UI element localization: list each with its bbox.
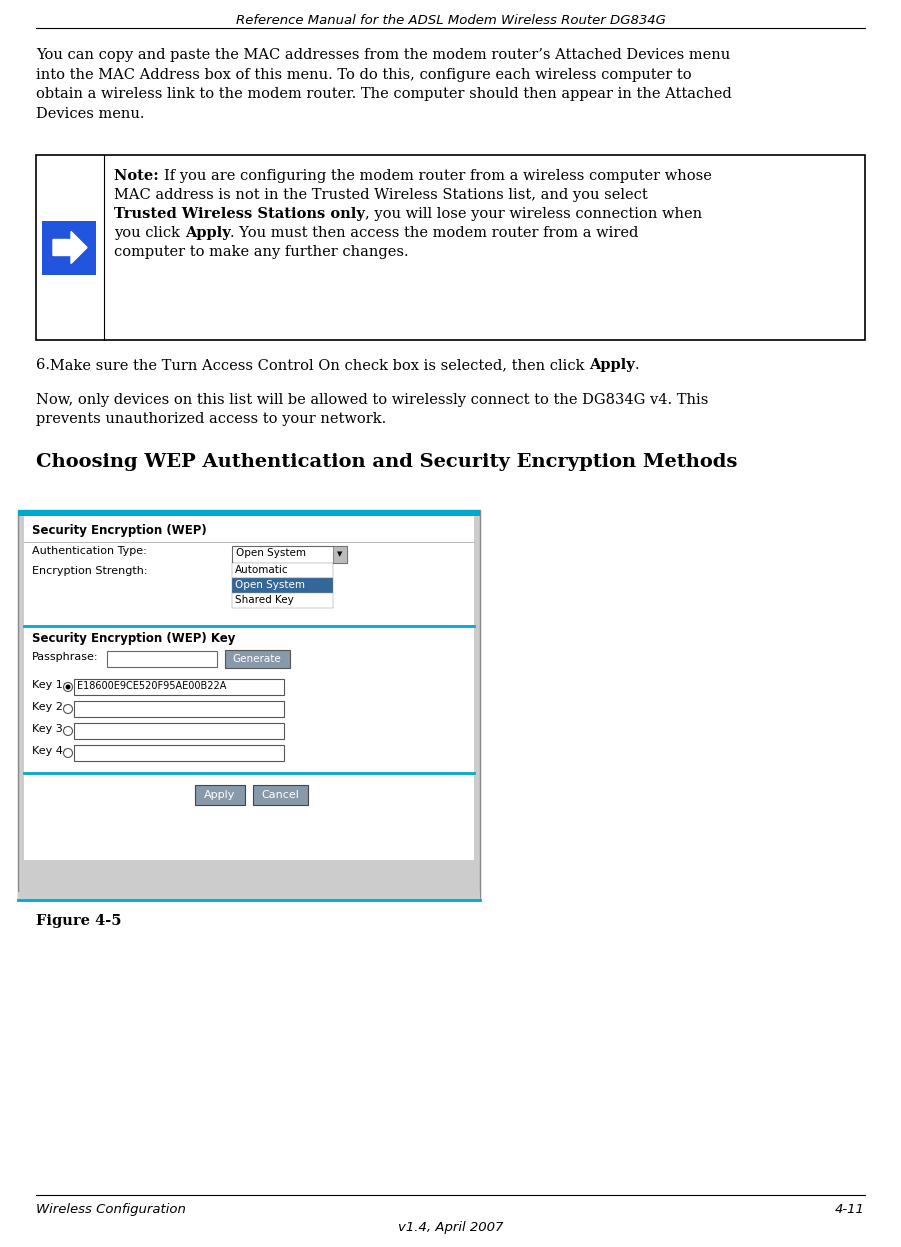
Bar	[195, 786, 245, 806]
Text: Authentication Type:: Authentication Type:	[32, 546, 147, 556]
Circle shape	[63, 727, 72, 736]
Text: Automatic: Automatic	[235, 565, 288, 575]
Text: Shared Key: Shared Key	[235, 595, 294, 605]
Text: If you are configuring the modem router from a wireless computer whose: If you are configuring the modem router …	[164, 170, 712, 183]
Circle shape	[66, 685, 70, 690]
Text: , you will lose your wireless connection when: , you will lose your wireless connection…	[365, 207, 702, 221]
Text: Apply: Apply	[205, 791, 236, 801]
Text: Passphrase:: Passphrase:	[32, 652, 98, 662]
Bar	[253, 786, 308, 806]
Text: Reference Manual for the ADSL Modem Wireless Router DG834G: Reference Manual for the ADSL Modem Wire…	[235, 14, 666, 27]
Text: Open System: Open System	[236, 547, 306, 557]
Text: You can copy and paste the MAC addresses from the modem router’s Attached Device: You can copy and paste the MAC addresses…	[36, 47, 730, 62]
Text: Note:: Note:	[114, 170, 164, 183]
Text: Figure 4-5: Figure 4-5	[36, 914, 122, 928]
Circle shape	[63, 705, 72, 713]
Bar	[232, 562, 333, 579]
Bar	[74, 723, 284, 739]
Text: Security Encryption (WEP) Key: Security Encryption (WEP) Key	[32, 632, 235, 645]
Text: Generate: Generate	[232, 653, 281, 663]
Bar	[225, 650, 290, 668]
Text: Key 2:: Key 2:	[32, 702, 67, 712]
Text: Wireless Configuration: Wireless Configuration	[36, 1203, 186, 1216]
Text: into the MAC Address box of this menu. To do this, configure each wireless compu: into the MAC Address box of this menu. T…	[36, 67, 692, 81]
Text: Encryption Strength:: Encryption Strength:	[32, 566, 148, 576]
Text: Make sure the Turn Access Control On check box is selected, then click: Make sure the Turn Access Control On che…	[36, 358, 589, 372]
Text: Open System: Open System	[235, 580, 305, 590]
Bar	[107, 651, 217, 667]
Bar	[24, 516, 474, 860]
Text: Now, only devices on this list will be allowed to wirelessly connect to the DG83: Now, only devices on this list will be a…	[36, 393, 708, 407]
Text: obtain a wireless link to the modem router. The computer should then appear in t: obtain a wireless link to the modem rout…	[36, 87, 732, 101]
Text: Key 4:: Key 4:	[32, 746, 67, 756]
Text: computer to make any further changes.: computer to make any further changes.	[114, 244, 409, 259]
Text: Key 3:: Key 3:	[32, 725, 67, 734]
Bar	[18, 892, 480, 900]
Circle shape	[63, 682, 72, 692]
Text: Choosing WEP Authentication and Security Encryption Methods: Choosing WEP Authentication and Security…	[36, 453, 737, 471]
Bar	[232, 546, 347, 562]
Bar	[74, 701, 284, 717]
Bar	[232, 579, 333, 594]
Text: Key 1:: Key 1:	[32, 680, 67, 690]
Bar	[42, 221, 96, 274]
Text: Apply: Apply	[589, 358, 635, 372]
Text: Devices menu.: Devices menu.	[36, 106, 144, 121]
Text: Trusted Wireless Stations only: Trusted Wireless Stations only	[114, 207, 365, 221]
Bar	[18, 510, 480, 516]
Bar	[333, 546, 347, 562]
Text: MAC address is not in the Trusted Wireless Stations list, and you select: MAC address is not in the Trusted Wirele…	[114, 188, 648, 202]
Text: ▼: ▼	[337, 551, 342, 557]
Text: . You must then access the modem router from a wired: . You must then access the modem router …	[231, 226, 639, 239]
Text: 4-11: 4-11	[835, 1203, 865, 1216]
Bar	[232, 594, 333, 609]
Text: prevents unauthorized access to your network.: prevents unauthorized access to your net…	[36, 413, 387, 426]
Circle shape	[63, 748, 72, 757]
Polygon shape	[53, 232, 87, 263]
Bar	[74, 744, 284, 761]
Text: you click: you click	[114, 226, 185, 239]
Bar	[74, 680, 284, 695]
Text: .: .	[635, 358, 640, 372]
Text: E18600E9CE520F95AE00B22A: E18600E9CE520F95AE00B22A	[77, 681, 226, 691]
Text: Security Encryption (WEP): Security Encryption (WEP)	[32, 524, 206, 537]
Bar	[18, 510, 480, 900]
Text: 6.: 6.	[36, 358, 50, 372]
Text: Apply: Apply	[185, 226, 231, 239]
Text: v1.4, April 2007: v1.4, April 2007	[398, 1221, 503, 1235]
Bar	[36, 155, 865, 340]
Text: Cancel: Cancel	[261, 791, 299, 801]
